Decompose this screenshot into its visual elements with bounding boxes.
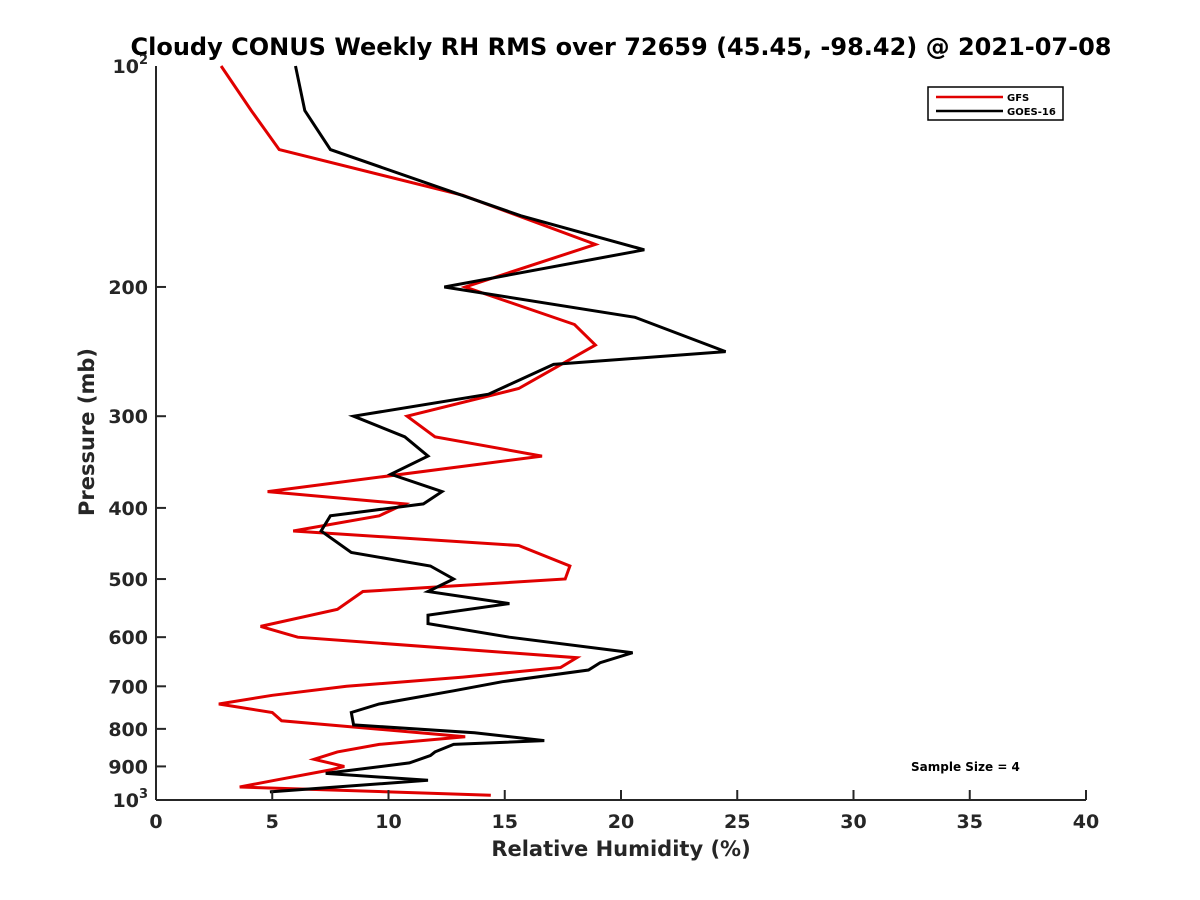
y-tick-label: 900 bbox=[108, 756, 148, 778]
y-tick-label: 103 bbox=[113, 787, 149, 812]
axes-layer: 0 5 10 15 20 25 30 35 40 102 200 300 400 500 600 700 800… bbox=[108, 53, 1099, 833]
x-tick-label: 40 bbox=[1073, 811, 1099, 833]
legend-label-goes16: GOES-16 bbox=[1007, 107, 1056, 118]
y-tick-label: 600 bbox=[108, 627, 148, 649]
x-axis-label: Relative Humidity (%) bbox=[491, 837, 750, 861]
sample-size-annotation: Sample Size = 4 bbox=[911, 760, 1020, 774]
y-tick-label: 200 bbox=[108, 277, 148, 299]
x-tick-label: 25 bbox=[724, 811, 750, 833]
y-tick-label: 300 bbox=[108, 406, 148, 428]
y-tick-label: 700 bbox=[108, 676, 148, 698]
x-tick-label: 15 bbox=[492, 811, 518, 833]
legend-label-gfs: GFS bbox=[1007, 93, 1029, 104]
y-tick-label: 102 bbox=[113, 53, 149, 78]
y-tick-label: 500 bbox=[108, 569, 148, 591]
x-tick-label: 5 bbox=[266, 811, 279, 833]
x-tick-label: 20 bbox=[608, 811, 634, 833]
y-tick-label: 800 bbox=[108, 719, 148, 741]
y-axis-label: Pressure (mb) bbox=[75, 348, 99, 516]
series-line-gfs bbox=[218, 65, 600, 797]
series-line-goes16 bbox=[269, 65, 727, 794]
legend-box bbox=[927, 86, 1064, 121]
plot-background bbox=[156, 66, 1086, 800]
x-tick-label: 10 bbox=[375, 811, 401, 833]
plot-area: 0 5 10 15 20 25 30 35 40 102 200 300 400 500 600 700 800… bbox=[108, 53, 1099, 833]
x-tick-label: 0 bbox=[149, 811, 162, 833]
chart-title: Cloudy CONUS Weekly RH RMS over 72659 (4… bbox=[131, 33, 1112, 61]
series-layer bbox=[218, 65, 727, 797]
legend: GFS GOES-16 bbox=[927, 86, 1064, 121]
x-tick-label: 30 bbox=[840, 811, 866, 833]
y-tick-label: 400 bbox=[108, 498, 148, 520]
x-tick-label: 35 bbox=[957, 811, 983, 833]
